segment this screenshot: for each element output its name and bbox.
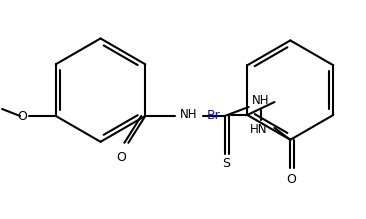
Text: HN: HN xyxy=(250,123,267,136)
Text: NH: NH xyxy=(252,94,269,107)
Text: O: O xyxy=(286,173,296,186)
Text: O: O xyxy=(116,151,126,164)
Text: O: O xyxy=(17,110,27,124)
Text: S: S xyxy=(222,157,230,170)
Text: NH: NH xyxy=(180,108,198,122)
Text: Br: Br xyxy=(207,110,220,122)
